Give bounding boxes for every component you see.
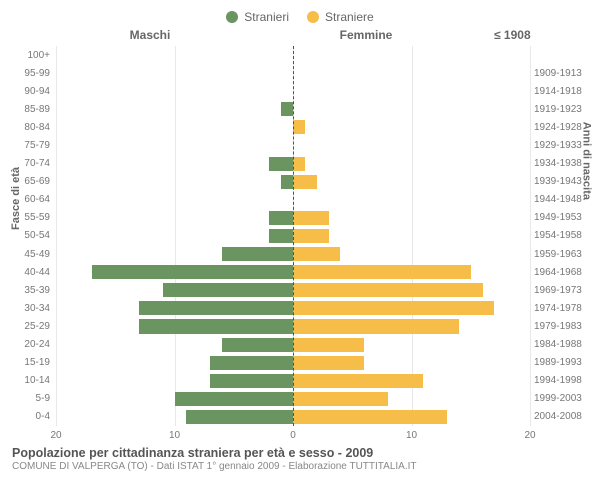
legend-item-male: Stranieri bbox=[226, 10, 289, 24]
bar-male bbox=[210, 356, 293, 370]
bar-female bbox=[293, 301, 494, 315]
bar-female bbox=[293, 265, 471, 279]
age-label: 60-64 bbox=[6, 194, 50, 205]
bar-male bbox=[281, 102, 293, 116]
age-label: 10-14 bbox=[6, 375, 50, 386]
age-label: 100+ bbox=[6, 50, 50, 61]
age-label: 45-49 bbox=[6, 249, 50, 260]
age-label: 0-4 bbox=[6, 411, 50, 422]
age-label: 35-39 bbox=[6, 285, 50, 296]
age-label: 75-79 bbox=[6, 140, 50, 151]
age-label: 30-34 bbox=[6, 303, 50, 314]
birth-year-label: 1964-1968 bbox=[534, 267, 596, 278]
bar-female bbox=[293, 283, 483, 297]
x-axis: 201001020 bbox=[56, 428, 530, 446]
bar-male bbox=[163, 283, 293, 297]
age-label: 70-74 bbox=[6, 158, 50, 169]
x-axis-tick: 20 bbox=[524, 430, 535, 441]
bar-male bbox=[210, 374, 293, 388]
column-headers: Maschi Femmine ≤ 1908 bbox=[0, 28, 600, 46]
birth-year-label: 1994-1998 bbox=[534, 375, 596, 386]
legend-item-female: Straniere bbox=[307, 10, 374, 24]
birth-year-label: 1974-1978 bbox=[534, 303, 596, 314]
bar-male bbox=[222, 247, 293, 261]
birth-year-label: 1919-1923 bbox=[534, 104, 596, 115]
birth-year-label: 1984-1988 bbox=[534, 339, 596, 350]
birth-year-label: 1939-1943 bbox=[534, 176, 596, 187]
chart-title: Popolazione per cittadinanza straniera p… bbox=[12, 446, 600, 460]
bar-male bbox=[175, 392, 294, 406]
age-label: 40-44 bbox=[6, 267, 50, 278]
birth-year-label: 1959-1963 bbox=[534, 249, 596, 260]
bar-female bbox=[293, 211, 329, 225]
bar-male bbox=[269, 211, 293, 225]
bar-male bbox=[139, 319, 293, 333]
grid-line bbox=[530, 46, 531, 426]
age-label: 15-19 bbox=[6, 357, 50, 368]
bar-female bbox=[293, 338, 364, 352]
birth-year-label: 1934-1938 bbox=[534, 158, 596, 169]
legend: Stranieri Straniere bbox=[0, 0, 600, 28]
birth-year-label: 1954-1958 bbox=[534, 230, 596, 241]
age-label: 95-99 bbox=[6, 68, 50, 79]
center-axis-line bbox=[293, 46, 294, 426]
age-label: 5-9 bbox=[6, 393, 50, 404]
bar-female bbox=[293, 157, 305, 171]
birth-year-label: 2004-2008 bbox=[534, 411, 596, 422]
bar-male bbox=[222, 338, 293, 352]
birth-year-label: 1999-2003 bbox=[534, 393, 596, 404]
birth-year-label: 1929-1933 bbox=[534, 140, 596, 151]
legend-swatch-female bbox=[307, 11, 319, 23]
bar-male bbox=[186, 410, 293, 424]
birth-year-label: 1969-1973 bbox=[534, 285, 596, 296]
bar-female bbox=[293, 229, 329, 243]
legend-label-male: Stranieri bbox=[244, 10, 289, 24]
bar-female bbox=[293, 410, 447, 424]
chart-subtitle: COMUNE DI VALPERGA (TO) - Dati ISTAT 1° … bbox=[12, 461, 600, 472]
chart-container: Stranieri Straniere Maschi Femmine ≤ 190… bbox=[0, 0, 600, 500]
bar-female bbox=[293, 319, 459, 333]
age-label: 50-54 bbox=[6, 230, 50, 241]
x-axis-tick: 0 bbox=[290, 430, 296, 441]
column-header-male: Maschi bbox=[0, 28, 244, 46]
x-axis-tick: 10 bbox=[169, 430, 180, 441]
bar-female bbox=[293, 392, 388, 406]
birth-year-label: 1979-1983 bbox=[534, 321, 596, 332]
age-label: 20-24 bbox=[6, 339, 50, 350]
birth-year-label: 1944-1948 bbox=[534, 194, 596, 205]
birth-year-label: 1924-1928 bbox=[534, 122, 596, 133]
age-label: 90-94 bbox=[6, 86, 50, 97]
bar-male bbox=[281, 175, 293, 189]
age-label: 25-29 bbox=[6, 321, 50, 332]
bar-female bbox=[293, 120, 305, 134]
column-header-female: Femmine bbox=[244, 28, 488, 46]
bar-female bbox=[293, 356, 364, 370]
bar-female bbox=[293, 247, 340, 261]
bar-female bbox=[293, 374, 423, 388]
chart-footer: Popolazione per cittadinanza straniera p… bbox=[12, 446, 600, 472]
plot-area: 100+95-991909-191390-941914-191885-89191… bbox=[56, 46, 530, 446]
age-label: 80-84 bbox=[6, 122, 50, 133]
bar-male bbox=[269, 157, 293, 171]
column-header-first-year: ≤ 1908 bbox=[488, 28, 600, 46]
x-axis-tick: 20 bbox=[50, 430, 61, 441]
bar-female bbox=[293, 175, 317, 189]
x-axis-tick: 10 bbox=[406, 430, 417, 441]
age-label: 65-69 bbox=[6, 176, 50, 187]
birth-year-label: 1914-1918 bbox=[534, 86, 596, 97]
bar-male bbox=[269, 229, 293, 243]
age-label: 85-89 bbox=[6, 104, 50, 115]
age-label: 55-59 bbox=[6, 212, 50, 223]
birth-year-label: 1989-1993 bbox=[534, 357, 596, 368]
bar-male bbox=[92, 265, 293, 279]
birth-year-label: 1909-1913 bbox=[534, 68, 596, 79]
bar-male bbox=[139, 301, 293, 315]
birth-year-label: 1949-1953 bbox=[534, 212, 596, 223]
legend-swatch-male bbox=[226, 11, 238, 23]
legend-label-female: Straniere bbox=[325, 10, 374, 24]
